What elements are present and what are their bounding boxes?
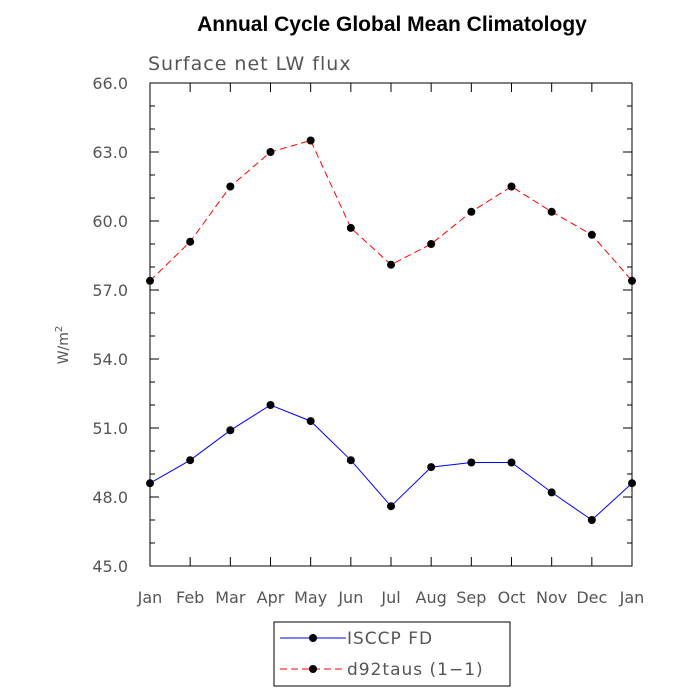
legend-label-1: d92taus (1−1) [347, 660, 484, 680]
data-point-series-1 [467, 207, 476, 216]
data-point-series-1 [346, 223, 355, 232]
data-point-series-0 [587, 516, 596, 524]
data-point-series-1 [186, 237, 195, 246]
x-tick-label: Feb [176, 588, 204, 607]
data-point-series-0 [507, 458, 516, 467]
x-tick-label: Jun [337, 588, 363, 607]
data-point-series-1 [427, 240, 436, 248]
y-tick-label: 60.0 [92, 212, 128, 231]
data-point-series-1 [146, 276, 154, 285]
data-point-series-1 [306, 136, 315, 145]
y-tick-label: 57.0 [92, 281, 128, 300]
y-axis-label-text: W/m [56, 332, 72, 364]
y-axis-label: W/m2 [54, 326, 72, 365]
x-tick-label: Jul [380, 588, 400, 607]
y-tick-label: 66.0 [92, 74, 128, 93]
y-tick-label: 54.0 [92, 350, 128, 369]
chart-subtitle: Surface net LW flux [148, 53, 352, 75]
x-tick-label: Jan [137, 588, 163, 607]
y-tick-label: 51.0 [92, 419, 128, 438]
chart-title: Annual Cycle Global Mean Climatology [197, 13, 587, 36]
legend: ISCCP FD d92taus (1−1) [273, 621, 511, 687]
data-point-series-0 [467, 458, 476, 467]
series-line-1 [149, 139, 633, 282]
y-tick-label: 48.0 [92, 488, 128, 507]
legend-label-0: ISCCP FD [347, 629, 433, 649]
x-tick-label: Dec [576, 588, 607, 607]
legend-items: ISCCP FD d92taus (1−1) [280, 629, 484, 680]
series-layer [146, 136, 636, 524]
y-axis-label-superscript: 2 [54, 326, 65, 332]
data-point-series-0 [547, 488, 556, 497]
data-point-series-0 [387, 502, 395, 511]
legend-marker-1 [309, 665, 317, 673]
x-axis: Jan Feb Mar Apr May Jun Jul Aug Sep Oct Nov Dec Jan [137, 83, 645, 607]
x-tick-label: May [294, 588, 327, 607]
data-point-series-0 [427, 463, 436, 472]
data-point-series-1 [628, 276, 636, 285]
x-tick-label: Jan [619, 588, 645, 607]
x-tick-label: Oct [498, 588, 526, 607]
y-tick-label: 45.0 [92, 557, 128, 576]
x-tick-label: Aug [416, 588, 447, 607]
plot-area: 45.0 48.0 51.0 54.0 57.0 60.0 63.0 66.0 Jan Feb M… [92, 74, 644, 607]
data-point-series-1 [507, 182, 516, 191]
data-point-series-1 [547, 207, 556, 216]
x-tick-label: Mar [215, 588, 246, 607]
x-tick-label: Apr [257, 588, 285, 607]
data-point-series-0 [306, 417, 315, 426]
data-point-series-0 [346, 456, 355, 465]
data-point-series-1 [226, 182, 235, 191]
x-tick-label: Nov [536, 588, 567, 607]
data-point-series-1 [587, 230, 596, 239]
y-tick-label: 63.0 [92, 143, 128, 162]
data-point-series-0 [628, 479, 636, 488]
plot-frame [149, 82, 633, 567]
data-point-series-1 [266, 148, 275, 156]
data-point-series-0 [226, 426, 235, 435]
data-point-series-0 [266, 401, 275, 409]
data-point-series-0 [186, 456, 195, 465]
legend-box [273, 621, 511, 687]
data-point-series-0 [146, 479, 154, 488]
data-point-series-1 [387, 260, 395, 269]
x-tick-label: Sep [456, 588, 486, 607]
y-axis: 45.0 48.0 51.0 54.0 57.0 60.0 63.0 66.0 [92, 74, 632, 576]
legend-marker-0 [309, 634, 317, 642]
